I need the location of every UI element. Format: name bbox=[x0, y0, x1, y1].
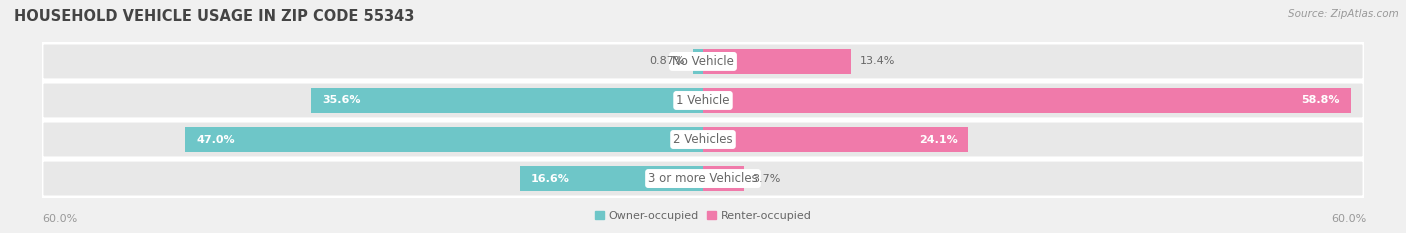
Legend: Owner-occupied, Renter-occupied: Owner-occupied, Renter-occupied bbox=[591, 206, 815, 225]
Text: 13.4%: 13.4% bbox=[859, 56, 894, 66]
Bar bbox=[693, 49, 703, 74]
Text: 58.8%: 58.8% bbox=[1301, 96, 1340, 106]
Text: 60.0%: 60.0% bbox=[1331, 214, 1367, 224]
Bar bbox=[520, 166, 703, 191]
Text: 0.87%: 0.87% bbox=[650, 56, 685, 66]
Text: HOUSEHOLD VEHICLE USAGE IN ZIP CODE 55343: HOUSEHOLD VEHICLE USAGE IN ZIP CODE 5534… bbox=[14, 9, 415, 24]
Bar bbox=[703, 127, 969, 152]
FancyBboxPatch shape bbox=[42, 82, 1364, 119]
FancyBboxPatch shape bbox=[42, 43, 1364, 80]
Text: 3.7%: 3.7% bbox=[752, 174, 780, 184]
FancyBboxPatch shape bbox=[42, 160, 1364, 197]
Text: No Vehicle: No Vehicle bbox=[672, 55, 734, 68]
Bar bbox=[703, 49, 851, 74]
FancyBboxPatch shape bbox=[42, 121, 1364, 158]
Text: 60.0%: 60.0% bbox=[42, 214, 77, 224]
Bar bbox=[311, 88, 703, 113]
Bar bbox=[703, 88, 1351, 113]
Text: 24.1%: 24.1% bbox=[918, 134, 957, 144]
Text: Source: ZipAtlas.com: Source: ZipAtlas.com bbox=[1288, 9, 1399, 19]
Text: 3 or more Vehicles: 3 or more Vehicles bbox=[648, 172, 758, 185]
Text: 35.6%: 35.6% bbox=[322, 96, 360, 106]
Text: 47.0%: 47.0% bbox=[197, 134, 235, 144]
Text: 1 Vehicle: 1 Vehicle bbox=[676, 94, 730, 107]
Text: 16.6%: 16.6% bbox=[531, 174, 569, 184]
Text: 2 Vehicles: 2 Vehicles bbox=[673, 133, 733, 146]
Bar bbox=[703, 166, 744, 191]
Bar bbox=[186, 127, 703, 152]
